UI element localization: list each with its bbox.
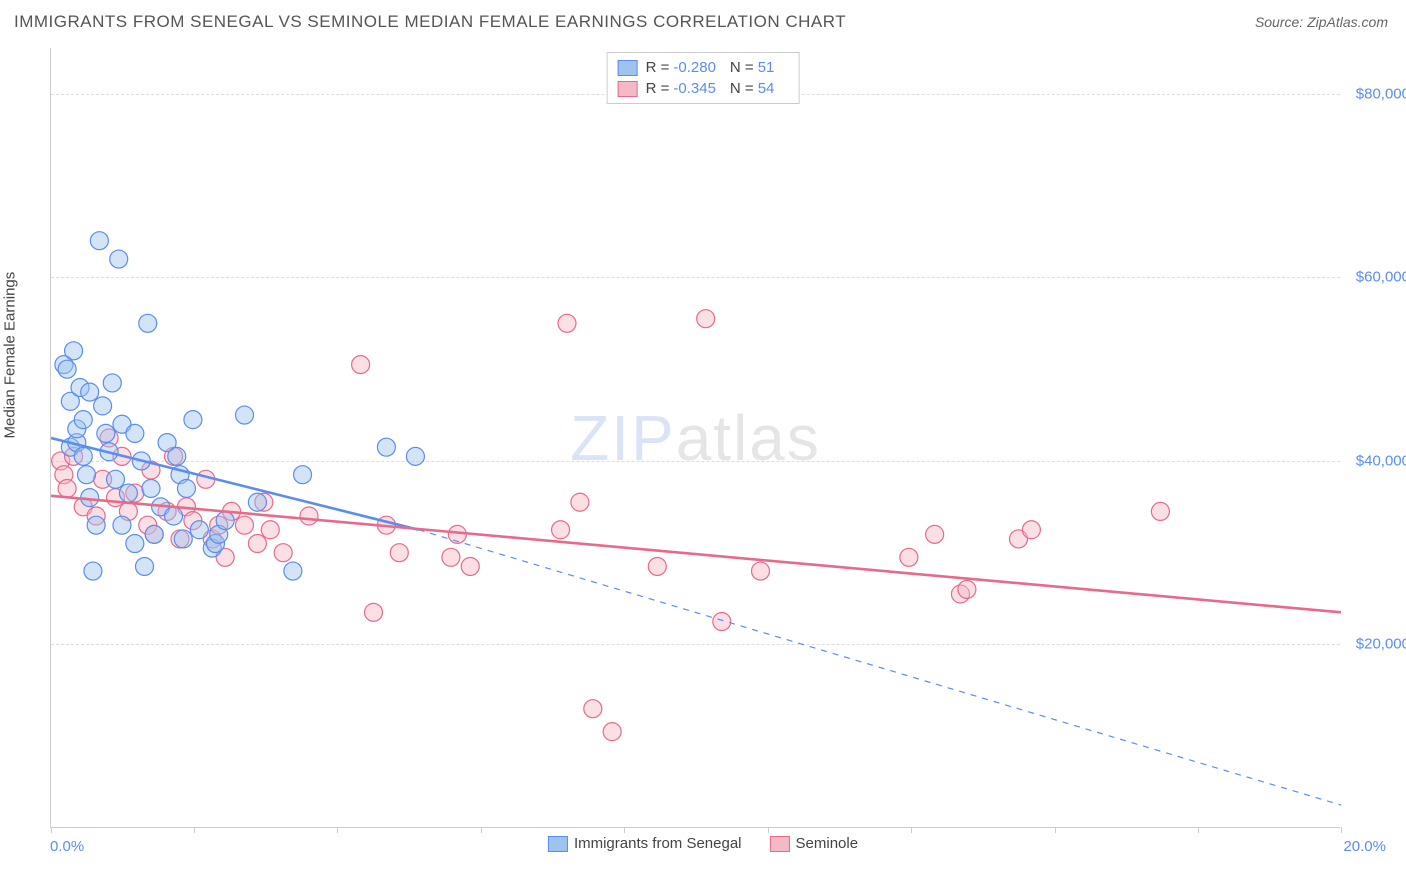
y-axis-title: Median Female Earnings — [2, 272, 19, 439]
y-tick-label: $80,000 — [1350, 85, 1406, 102]
source-attribution: Source: ZipAtlas.com — [1255, 14, 1388, 30]
data-point — [139, 314, 157, 332]
data-point — [126, 424, 144, 442]
data-point — [713, 613, 731, 631]
data-point — [300, 507, 318, 525]
legend-label: Seminole — [796, 835, 859, 852]
legend-label: Immigrants from Senegal — [574, 835, 742, 852]
data-point — [926, 525, 944, 543]
regression-line — [51, 496, 1341, 613]
data-point — [216, 512, 234, 530]
data-point — [406, 447, 424, 465]
legend-item-seminole: Seminole — [770, 835, 859, 852]
data-point — [461, 557, 479, 575]
data-point — [900, 548, 918, 566]
data-point — [177, 479, 195, 497]
data-point — [558, 314, 576, 332]
swatch-senegal — [618, 60, 638, 76]
data-point — [365, 603, 383, 621]
data-point — [752, 562, 770, 580]
data-point — [571, 493, 589, 511]
data-point — [65, 342, 83, 360]
y-tick-label: $60,000 — [1350, 269, 1406, 286]
data-point — [107, 470, 125, 488]
x-axis-max-label: 20.0% — [1343, 838, 1386, 855]
y-tick-label: $40,000 — [1350, 452, 1406, 469]
data-point — [697, 310, 715, 328]
plot-area: ZIPatlas $20,000$40,000$60,000$80,000 — [50, 48, 1340, 828]
data-point — [236, 516, 254, 534]
legend-row-senegal: R =-0.280N =51 — [618, 57, 789, 78]
data-point — [294, 466, 312, 484]
correlation-legend: R =-0.280N =51 R =-0.345N =54 — [607, 52, 800, 104]
data-point — [97, 424, 115, 442]
data-point — [110, 250, 128, 268]
y-tick-label: $20,000 — [1350, 636, 1406, 653]
data-point — [126, 535, 144, 553]
data-point — [377, 438, 395, 456]
data-point — [190, 521, 208, 539]
series-legend: Immigrants from Senegal Seminole — [548, 835, 858, 852]
data-point — [58, 360, 76, 378]
data-point — [184, 411, 202, 429]
data-point — [248, 493, 266, 511]
r-label: R =-0.280N =51 — [646, 59, 789, 76]
data-point — [442, 548, 460, 566]
data-point — [74, 447, 92, 465]
data-point — [103, 374, 121, 392]
data-point — [584, 700, 602, 718]
swatch-seminole — [770, 836, 790, 852]
data-point — [74, 411, 92, 429]
data-point — [145, 525, 163, 543]
data-point — [236, 406, 254, 424]
data-point — [284, 562, 302, 580]
data-point — [90, 232, 108, 250]
data-point — [174, 530, 192, 548]
data-point — [165, 507, 183, 525]
r-label: R =-0.345N =54 — [646, 80, 789, 97]
data-point — [77, 466, 95, 484]
scatter-svg — [51, 48, 1341, 828]
data-point — [648, 557, 666, 575]
x-tick — [1341, 827, 1342, 833]
data-point — [81, 383, 99, 401]
data-point — [136, 557, 154, 575]
data-point — [119, 484, 137, 502]
swatch-senegal — [548, 836, 568, 852]
data-point — [958, 580, 976, 598]
data-point — [248, 535, 266, 553]
data-point — [142, 479, 160, 497]
data-point — [84, 562, 102, 580]
data-point — [113, 516, 131, 534]
data-point — [58, 479, 76, 497]
data-point — [94, 397, 112, 415]
chart-title: IMMIGRANTS FROM SENEGAL VS SEMINOLE MEDI… — [14, 12, 846, 32]
swatch-seminole — [618, 81, 638, 97]
data-point — [87, 516, 105, 534]
data-point — [552, 521, 570, 539]
data-point — [352, 356, 370, 374]
data-point — [274, 544, 292, 562]
data-point — [168, 447, 186, 465]
data-point — [261, 521, 279, 539]
data-point — [1022, 521, 1040, 539]
data-point — [390, 544, 408, 562]
data-point — [603, 723, 621, 741]
legend-row-seminole: R =-0.345N =54 — [618, 78, 789, 99]
x-axis-min-label: 0.0% — [50, 838, 84, 855]
data-point — [1151, 502, 1169, 520]
legend-item-senegal: Immigrants from Senegal — [548, 835, 742, 852]
